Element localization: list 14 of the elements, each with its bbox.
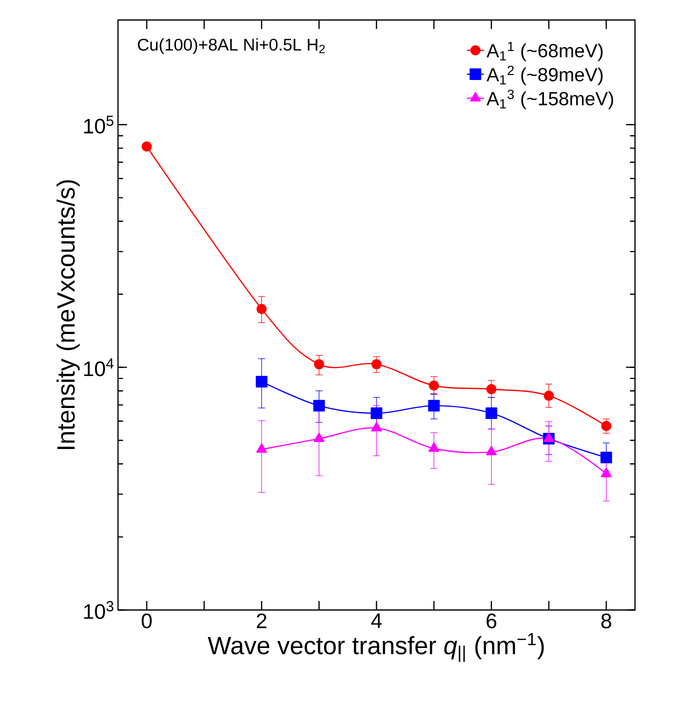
x-axis-title: Wave vector transfer q$_{||}$ (nm$^{−1}$) <box>208 633 544 662</box>
x-tick-label: 6 <box>486 614 496 628</box>
legend-label: A$_{1}$$^{1}$ (~68meV) <box>486 42 603 62</box>
y-tick-label: 10$^{4}$ <box>84 358 114 376</box>
legend-label: A$_{1}$$^{2}$ (~89meV) <box>486 66 603 86</box>
x-tick-label: 2 <box>256 614 266 628</box>
legend-label: A$_{1}$$^{3}$ (~158meV) <box>486 90 614 110</box>
x-tick-label: 0 <box>142 614 152 628</box>
y-axis-title: Intensity (meVxcounts/s) <box>56 180 80 450</box>
x-tick-label: 4 <box>371 614 382 628</box>
x-tick-label: 8 <box>601 614 612 628</box>
annotation: Cu(100)+8AL Ni+0.5L H$_{2}$ <box>138 38 325 54</box>
y-tick-label: 10$^{3}$ <box>84 601 114 619</box>
y-tick-label: 10$^{5}$ <box>84 116 114 134</box>
